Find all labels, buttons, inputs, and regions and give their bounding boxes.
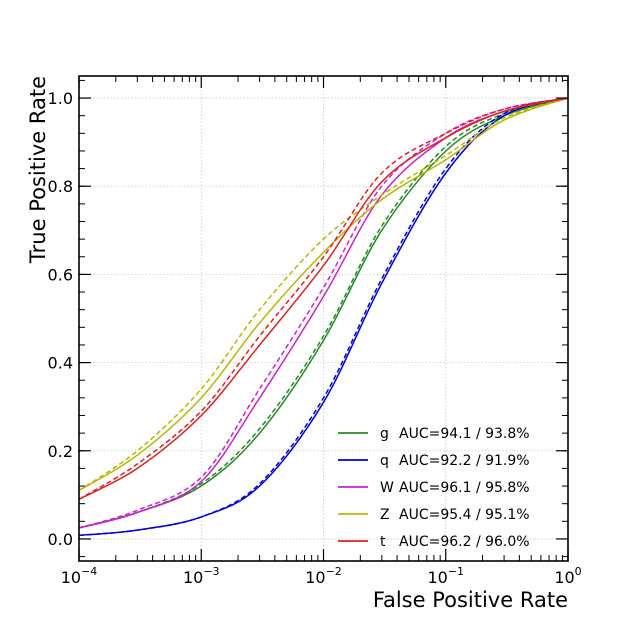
legend-name-t: t bbox=[380, 534, 386, 550]
x-tick-label: 10−2 bbox=[305, 565, 342, 587]
curve-t-dashed bbox=[78, 97, 569, 500]
legend-auc-W: AUC=96.1 / 95.8% bbox=[399, 480, 530, 496]
curve-g-dashed bbox=[78, 97, 569, 529]
legend: g AUC=94.1 / 93.8% q AUC=92.2 / 91.9% W AUC=9… bbox=[338, 426, 530, 550]
curve-q-solid bbox=[78, 97, 569, 537]
grid bbox=[79, 76, 568, 561]
axis-ticks bbox=[78, 76, 569, 561]
legend-name-W: W bbox=[380, 480, 394, 496]
legend-auc-g: AUC=94.1 / 93.8% bbox=[399, 426, 530, 442]
y-tick-label: 0.8 bbox=[48, 177, 73, 196]
legend-name-Z: Z bbox=[380, 507, 390, 523]
legend-auc-t: AUC=96.2 / 96.0% bbox=[399, 534, 530, 550]
y-tick-label: 0.0 bbox=[48, 530, 73, 549]
roc-curves bbox=[78, 97, 569, 537]
x-tick-label: 100 bbox=[554, 565, 581, 587]
y-tick-label: 0.2 bbox=[48, 442, 73, 461]
curve-Z-solid bbox=[78, 97, 569, 492]
curve-t-solid bbox=[78, 97, 569, 500]
curve-Z-dashed bbox=[78, 97, 569, 492]
curve-q-dashed bbox=[78, 97, 569, 537]
x-tick-label: 10−4 bbox=[61, 565, 98, 587]
tick-labels: 10−4 10−3 10−2 10−1 100 0.0 0.2 0.4 0.6 0.8 1.0 bbox=[48, 89, 582, 587]
y-tick-label: 0.6 bbox=[48, 265, 73, 284]
x-tick-label: 10−1 bbox=[427, 565, 464, 587]
x-axis-title: False Positive Rate bbox=[373, 588, 568, 612]
y-tick-label: 1.0 bbox=[48, 89, 73, 108]
x-tick-label: 10−3 bbox=[183, 565, 220, 587]
legend-name-q: q bbox=[380, 453, 389, 469]
y-tick-label: 0.4 bbox=[48, 354, 73, 373]
legend-name-g: g bbox=[380, 426, 389, 442]
legend-auc-q: AUC=92.2 / 91.9% bbox=[399, 453, 530, 469]
y-axis-title: True Positive Rate bbox=[26, 76, 50, 264]
legend-auc-Z: AUC=95.4 / 95.1% bbox=[399, 507, 530, 523]
